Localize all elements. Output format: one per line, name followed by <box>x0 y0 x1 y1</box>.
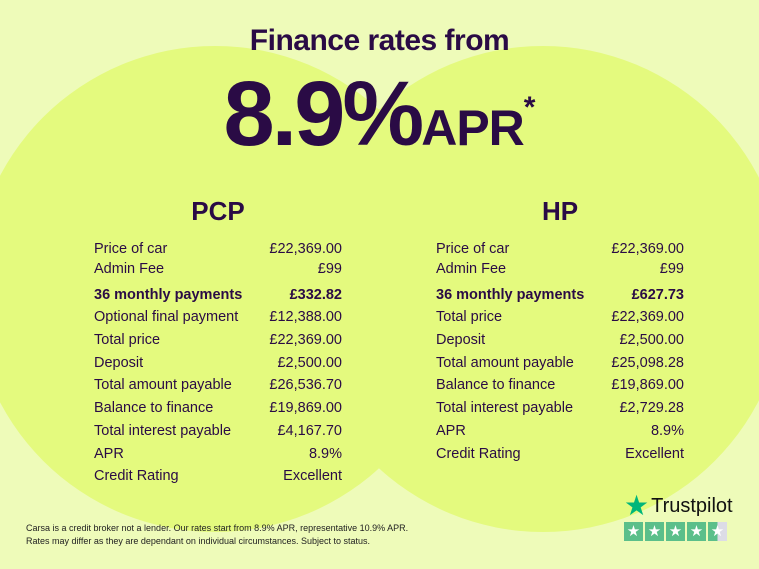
row-label: Total amount payable <box>94 377 232 394</box>
trustpilot-rating: ★ ★ ★ ★ ★ <box>624 522 733 541</box>
row-value: £2,500.00 <box>277 354 342 371</box>
table-row: Credit Rating Excellent <box>436 443 684 466</box>
row-label: Price of car <box>94 241 168 257</box>
row-value: £19,869.00 <box>611 377 684 394</box>
footnote-line: Rates may differ as they are dependant o… <box>26 536 371 546</box>
row-value: 8.9% <box>308 445 342 462</box>
hp-title: HP <box>541 196 579 226</box>
row-label: Credit Rating <box>436 445 521 462</box>
table-row: Admin Fee £99 <box>94 258 342 281</box>
row-label: Total price <box>94 332 161 349</box>
hp-table: HP Price of car £22,369.00 Admin Fee £99 36 … <box>436 196 684 465</box>
table-row: 36 monthly payments £627.73 <box>436 284 684 307</box>
row-value: Excellent <box>625 445 684 462</box>
row-value: £19,869.00 <box>269 400 342 417</box>
rating-star-icon: ★ <box>708 522 727 541</box>
row-value: £2,729.28 <box>619 400 684 417</box>
rate-headline: 8.9%APR* <box>0 62 759 167</box>
table-row: Total interest payable £2,729.28 <box>436 397 684 420</box>
row-label: Total price <box>436 309 503 326</box>
row-value: £22,369.00 <box>611 309 684 326</box>
row-label: Price of car <box>436 241 510 257</box>
asterisk: * <box>523 91 536 124</box>
row-label: Total amount payable <box>436 354 574 371</box>
row-value: £12,388.00 <box>269 309 342 326</box>
table-row: Optional final payment £12,388.00 <box>94 306 342 329</box>
row-value: £332.82 <box>289 286 342 303</box>
row-value: £99 <box>659 261 684 277</box>
row-label: 36 monthly payments <box>436 286 585 303</box>
row-label: Credit Rating <box>94 468 179 485</box>
table-row: Total price £22,369.00 <box>94 329 342 352</box>
row-value: £26,536.70 <box>269 377 342 394</box>
row-label: Balance to finance <box>436 377 556 394</box>
row-label: Balance to finance <box>94 400 214 417</box>
rating-star-icon: ★ <box>624 522 643 541</box>
table-row: Total interest payable £4,167.70 <box>94 420 342 443</box>
table-row: Deposit £2,500.00 <box>94 352 342 375</box>
row-value: £99 <box>317 261 342 277</box>
rate-value: 8.9% <box>223 63 425 165</box>
pcp-title: PCP <box>191 196 245 226</box>
table-row: Credit Rating Excellent <box>94 465 342 488</box>
rating-star-icon: ★ <box>687 522 706 541</box>
row-label: Deposit <box>436 332 486 349</box>
row-value: £22,369.00 <box>611 241 684 257</box>
table-row: Price of car £22,369.00 <box>94 241 342 258</box>
row-label: Total interest payable <box>94 422 232 439</box>
heading: Finance rates from <box>249 24 510 57</box>
table-row: APR 8.9% <box>94 443 342 466</box>
row-label: Admin Fee <box>94 261 165 277</box>
table-row: Admin Fee £99 <box>436 258 684 281</box>
table-row: Total price £22,369.00 <box>436 306 684 329</box>
row-value: £22,369.00 <box>269 241 342 257</box>
row-value: £627.73 <box>631 286 684 303</box>
rating-star-icon: ★ <box>645 522 664 541</box>
row-value: £25,098.28 <box>611 354 684 371</box>
row-value: £2,500.00 <box>619 332 684 349</box>
rate-suffix: APR <box>421 100 525 156</box>
row-value: Excellent <box>283 468 342 485</box>
trustpilot-badge: ★ Trustpilot ★ ★ ★ ★ ★ <box>624 490 733 541</box>
table-row: Total amount payable £25,098.28 <box>436 352 684 375</box>
row-label: Total interest payable <box>436 400 574 417</box>
footnote-line: Carsa is a credit broker not a lender. O… <box>26 523 409 533</box>
table-row: Total amount payable £26,536.70 <box>94 374 342 397</box>
table-row: Price of car £22,369.00 <box>436 241 684 258</box>
rating-star-icon: ★ <box>666 522 685 541</box>
background-circle-right <box>300 46 759 532</box>
trustpilot-label: Trustpilot <box>651 494 733 517</box>
row-label: Admin Fee <box>436 261 507 277</box>
table-row: 36 monthly payments £332.82 <box>94 284 342 307</box>
row-value: £4,167.70 <box>277 422 342 439</box>
row-label: APR <box>94 445 124 462</box>
table-row: APR 8.9% <box>436 420 684 443</box>
table-row: Balance to finance £19,869.00 <box>436 374 684 397</box>
table-row: Deposit £2,500.00 <box>436 329 684 352</box>
footnote: Carsa is a credit broker not a lender. O… <box>26 522 408 548</box>
row-label: APR <box>436 422 466 439</box>
row-label: 36 monthly payments <box>94 286 243 303</box>
table-row: Balance to finance £19,869.00 <box>94 397 342 420</box>
pcp-table: PCP Price of car £22,369.00 Admin Fee £99 36… <box>94 196 342 488</box>
row-value: 8.9% <box>650 422 684 439</box>
row-label: Optional final payment <box>94 309 239 326</box>
trustpilot-star-icon: ★ <box>624 490 650 521</box>
row-value: £22,369.00 <box>269 332 342 349</box>
row-label: Deposit <box>94 354 144 371</box>
